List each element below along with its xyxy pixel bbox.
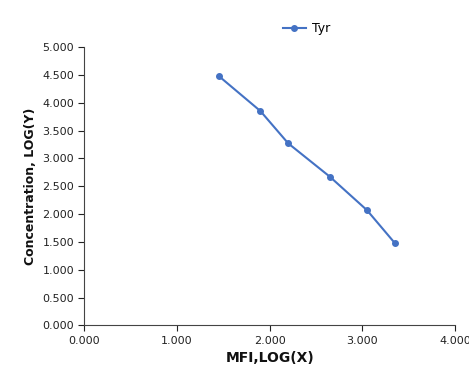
Tyr (257, 109, 263, 113)
Tyr (216, 74, 221, 78)
Tyr (327, 174, 333, 179)
Tyr (392, 241, 398, 245)
Tyr (285, 141, 291, 146)
Y-axis label: Concentration, LOG(Y): Concentration, LOG(Y) (24, 107, 37, 265)
Legend: Tyr: Tyr (278, 17, 335, 40)
X-axis label: MFI,LOG(X): MFI,LOG(X) (225, 351, 314, 365)
Line: Tyr: Tyr (216, 73, 398, 246)
Tyr (364, 208, 370, 212)
